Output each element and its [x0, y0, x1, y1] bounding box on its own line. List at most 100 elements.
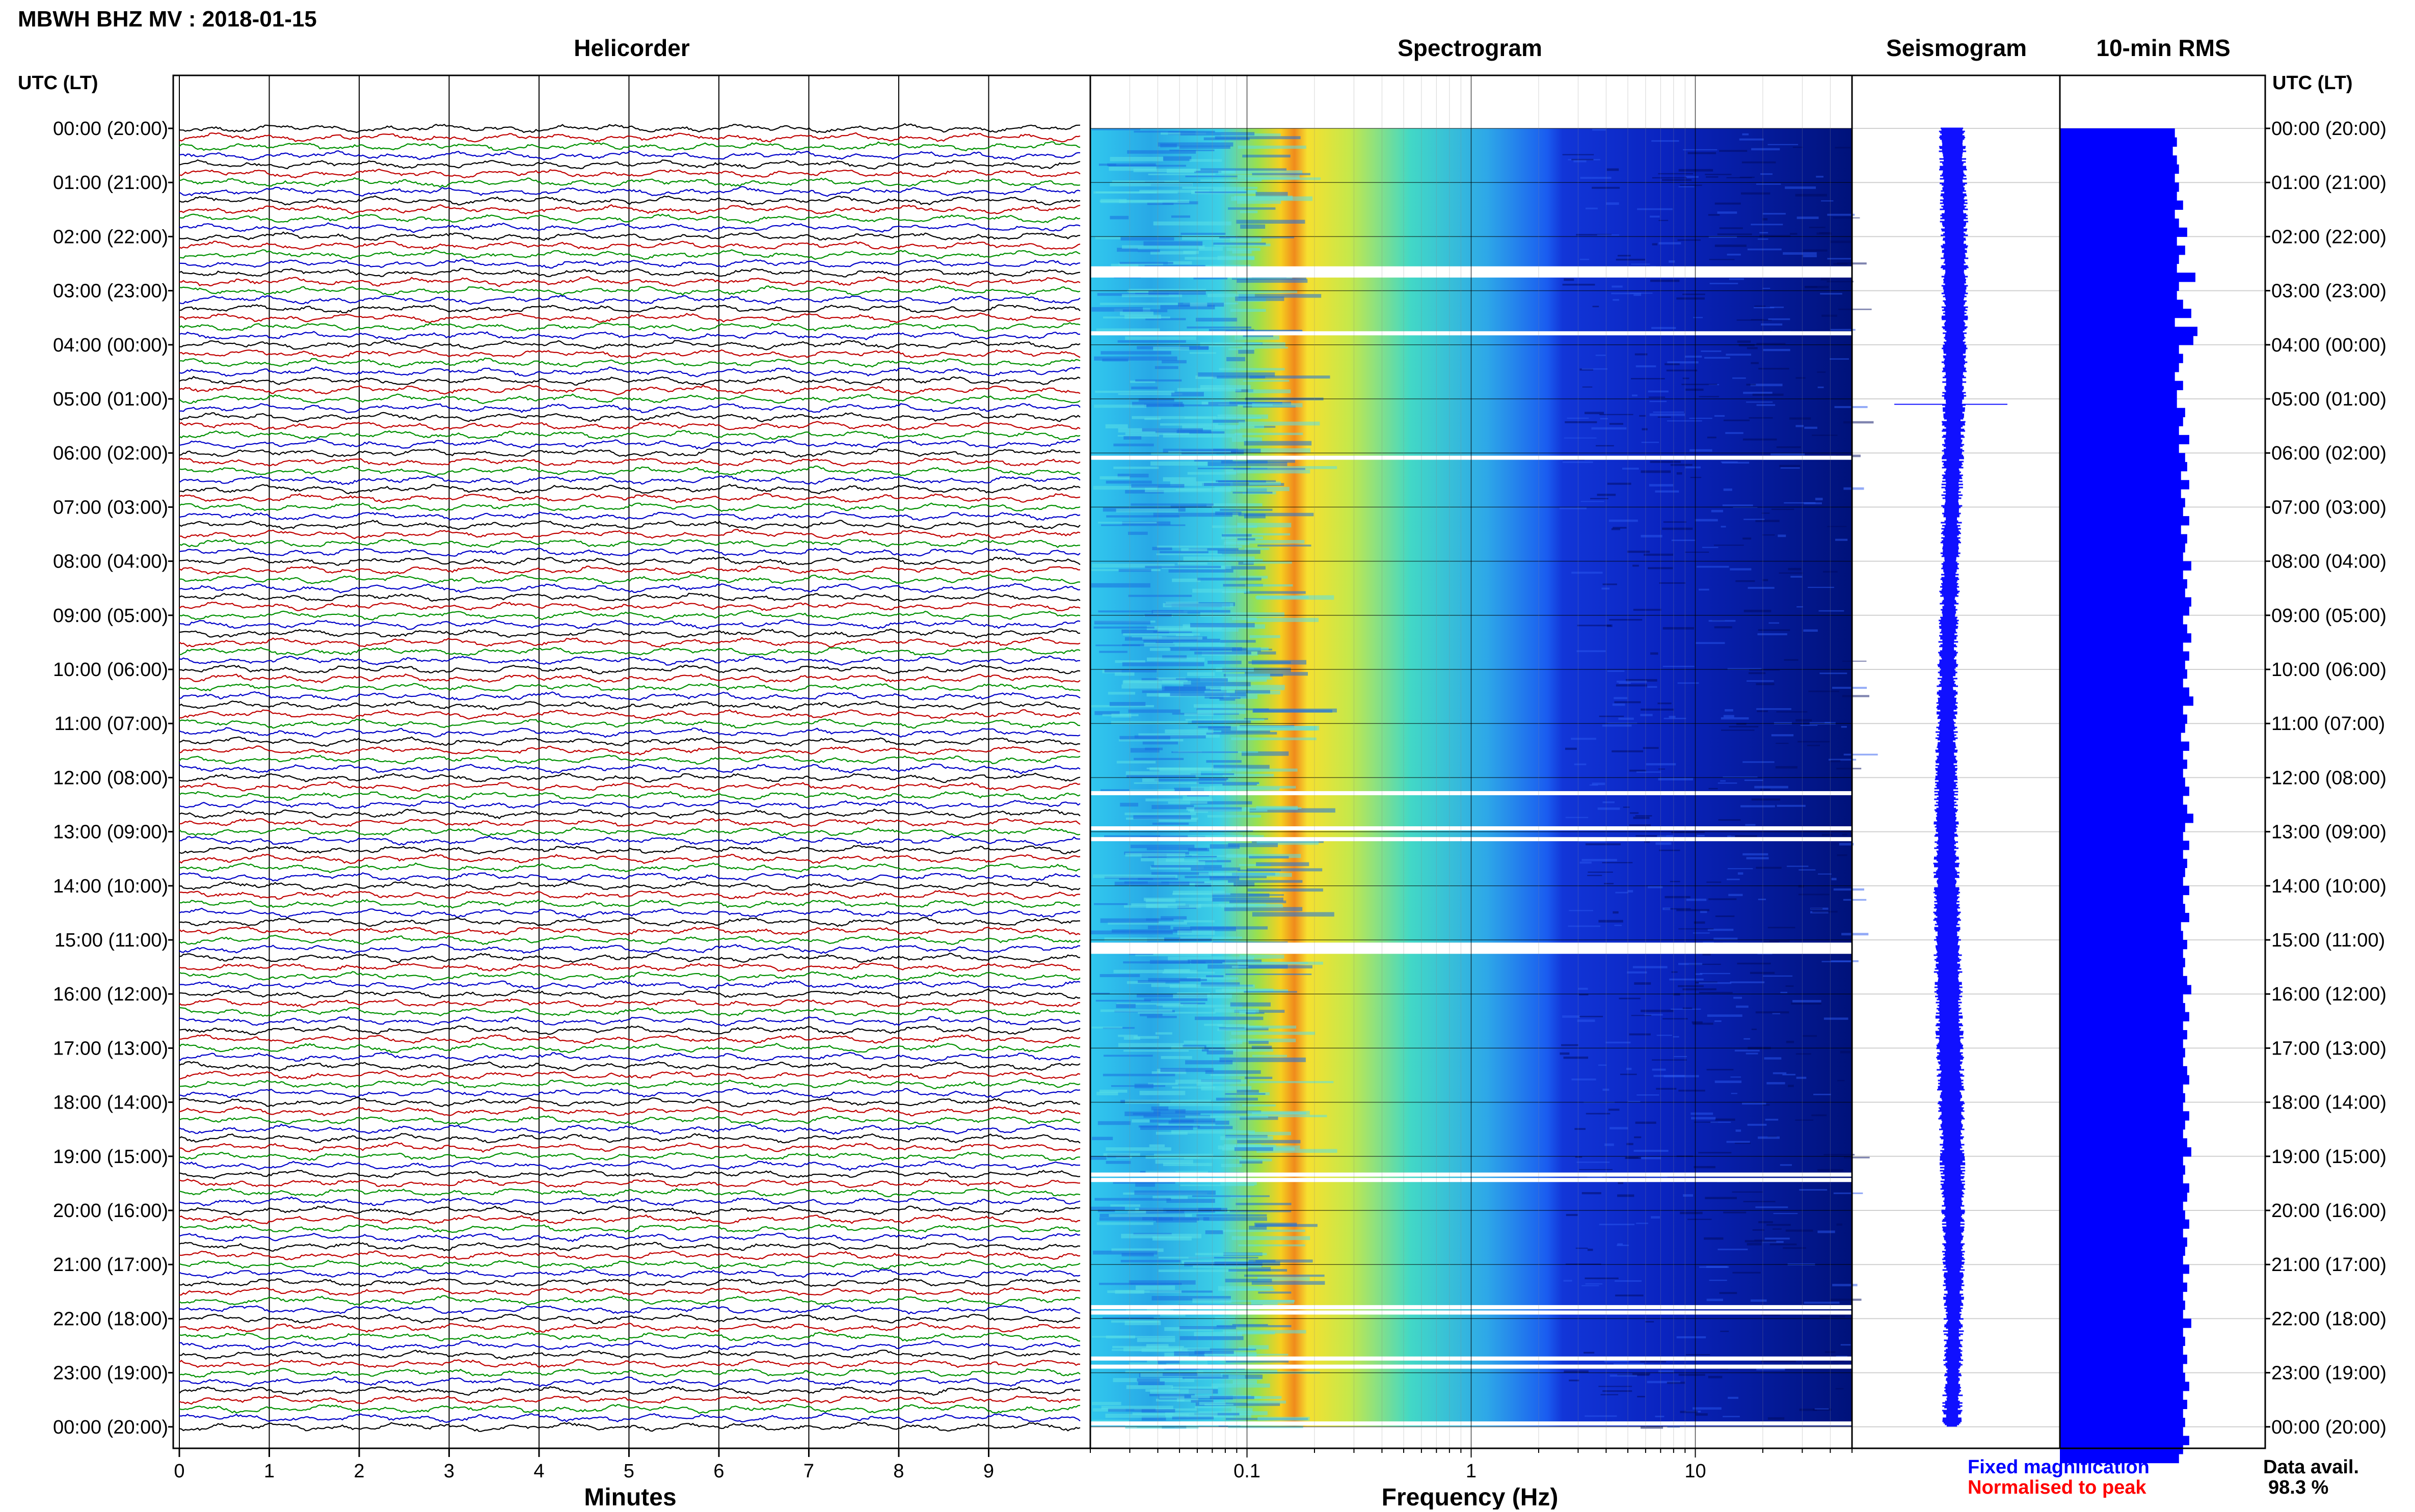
rms-bar	[2060, 263, 2177, 273]
hour-label-left: 20:00 (16:00)	[53, 1200, 168, 1222]
helicorder-tick-label: 5	[624, 1461, 634, 1482]
rms-bar	[2060, 1012, 2189, 1021]
helicorder-trace	[179, 231, 1081, 241]
helicorder-trace	[179, 294, 1081, 305]
hour-label-right: 12:00 (08:00)	[2271, 767, 2386, 789]
rms-bar	[2060, 1264, 2189, 1274]
helicorder-trace	[179, 204, 1081, 215]
helicorder-trace	[179, 1160, 1081, 1171]
rms-bar	[2060, 1309, 2183, 1319]
helicorder-trace	[179, 988, 1081, 1000]
hour-label-right: 21:00 (17:00)	[2271, 1254, 2386, 1276]
helicorder-trace	[179, 519, 1081, 530]
helicorder-trace	[179, 159, 1081, 170]
rms-bar	[2060, 1030, 2187, 1040]
rms-bar	[2060, 1282, 2187, 1292]
helicorder-trace	[179, 411, 1081, 423]
hour-label-right: 11:00 (07:00)	[2271, 713, 2385, 735]
helicorder-trace	[179, 457, 1081, 467]
hour-label-right: 09:00 (05:00)	[2271, 605, 2386, 627]
helicorder-trace	[179, 321, 1081, 332]
rms-bar	[2060, 480, 2189, 490]
rms-bar	[2060, 1453, 2179, 1464]
rms-bar	[2060, 588, 2185, 598]
rms-bar	[2060, 327, 2198, 336]
rms-bar	[2060, 1409, 2183, 1418]
rms-bar	[2060, 1391, 2183, 1400]
helicorder-trace	[179, 186, 1081, 197]
rms-bar	[2060, 417, 2183, 426]
helicorder-trace	[179, 150, 1081, 161]
helicorder-trace	[179, 962, 1081, 972]
hour-label-right: 20:00 (16:00)	[2271, 1200, 2386, 1222]
helicorder-trace	[179, 628, 1081, 639]
rms-bar	[2060, 1021, 2183, 1031]
rms-bar	[2060, 922, 2181, 931]
data-avail-label: Data avail.	[2263, 1456, 2359, 1478]
rms-bar	[2060, 1084, 2183, 1094]
helicorder-trace	[179, 1178, 1081, 1189]
hour-label-right: 23:00 (19:00)	[2271, 1363, 2386, 1384]
hour-label-left: 13:00 (09:00)	[53, 822, 168, 843]
helicorder-trace	[179, 304, 1081, 314]
helicorder-trace	[179, 907, 1081, 919]
rms-bar	[2060, 705, 2183, 715]
helicorder-trace	[179, 1232, 1081, 1243]
left-axis-title: UTC (LT)	[18, 72, 98, 94]
page-title: MBWH BHZ MV : 2018-01-15	[18, 7, 317, 32]
helicorder-trace	[179, 483, 1081, 495]
hour-label-right: 17:00 (13:00)	[2271, 1038, 2386, 1059]
rms-bar	[2060, 1111, 2189, 1121]
rms-bar	[2060, 1210, 2185, 1220]
rms-bar	[2060, 1039, 2183, 1048]
helicorder-trace	[179, 673, 1081, 684]
rms-bar	[2060, 1328, 2183, 1337]
helicorder-trace	[179, 1151, 1080, 1161]
rms-bar	[2060, 453, 2185, 463]
helicorder-trace	[179, 349, 1081, 359]
helicorder-trace	[179, 1088, 1081, 1099]
helicorder-trace	[179, 1025, 1081, 1036]
helicorder-trace	[179, 1269, 1081, 1279]
rms-bar	[2060, 381, 2183, 390]
helicorder-trace	[179, 619, 1081, 630]
helicorder-trace	[179, 926, 1081, 936]
rms-bar	[2060, 795, 2183, 805]
helicorder-trace	[179, 1395, 1081, 1405]
hour-label-right: 19:00 (15:00)	[2271, 1146, 2386, 1168]
helicorder-trace	[179, 141, 1081, 152]
helicorder-tick-label: 3	[444, 1461, 454, 1482]
helicorder-trace	[179, 709, 1081, 720]
rms-bar	[2060, 1291, 2183, 1301]
rms-bar	[2060, 273, 2195, 282]
helicorder-trace	[179, 1196, 1081, 1206]
helicorder-trace	[179, 1295, 1081, 1306]
helicorder-trace	[179, 637, 1081, 648]
hour-label-left: 03:00 (23:00)	[53, 281, 168, 302]
rms-bar	[2060, 858, 2187, 868]
helicorder-trace	[179, 1079, 1081, 1090]
helicorder-trace	[179, 754, 1081, 765]
hour-label-left: 10:00 (06:00)	[53, 659, 168, 681]
hour-label-left: 05:00 (01:00)	[53, 389, 168, 410]
helicorder-trace	[179, 538, 1081, 548]
helicorder-trace	[179, 818, 1081, 827]
rms-bar	[2060, 336, 2193, 345]
rms-bar	[2060, 1147, 2191, 1157]
helicorder-trace	[179, 1142, 1081, 1153]
hour-label-right: 03:00 (23:00)	[2271, 281, 2386, 302]
hour-label-left: 12:00 (08:00)	[53, 767, 168, 789]
hour-label-left: 22:00 (18:00)	[53, 1308, 168, 1330]
rms-bar	[2060, 1003, 2185, 1013]
spectrogram-x-label: Frequency (Hz)	[1382, 1484, 1559, 1509]
rms-bar	[2060, 1418, 2185, 1427]
rms-bar	[2060, 760, 2187, 769]
helicorder-trace	[179, 1403, 1081, 1414]
helicorder-trace	[179, 502, 1081, 512]
hour-label-right: 16:00 (12:00)	[2271, 984, 2386, 1005]
rms-bar	[2060, 1138, 2187, 1148]
helicorder-trace	[179, 835, 1081, 846]
helicorder-trace	[179, 1214, 1081, 1225]
helicorder-trace	[179, 1070, 1081, 1080]
rms-bar	[2060, 1355, 2187, 1364]
